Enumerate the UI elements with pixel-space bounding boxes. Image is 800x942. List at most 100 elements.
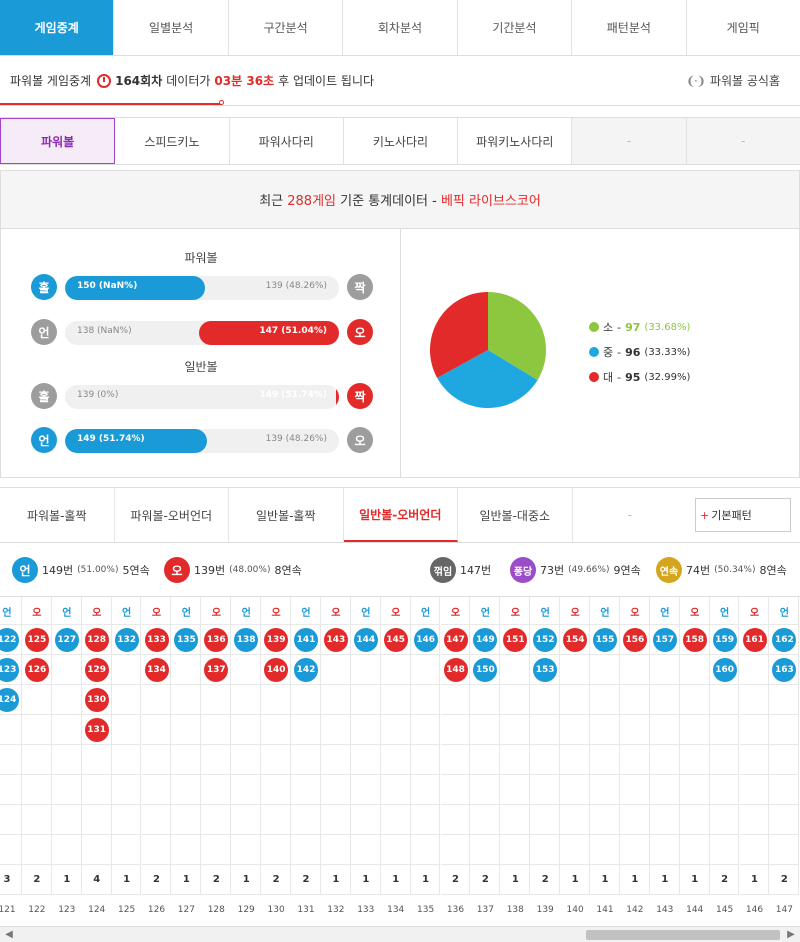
grid-result-ball[interactable]: 129: [84, 658, 109, 682]
tab-game-pick[interactable]: 게임픽: [686, 0, 800, 55]
tab-normal-oddeven[interactable]: 일반볼-홀짝: [229, 488, 344, 542]
grid-result-ball[interactable]: 154: [563, 628, 588, 652]
basic-pattern-button[interactable]: + 기본패턴: [695, 498, 791, 532]
grid-result-ball[interactable]: 135: [174, 628, 199, 652]
grid-cell: [500, 745, 531, 775]
grid-result-ball[interactable]: 125: [24, 628, 49, 652]
grid-result-ball[interactable]: 142: [294, 658, 318, 682]
grid-col-count: 2: [212, 874, 220, 885]
tab-normal-size[interactable]: 일반볼-대중소: [458, 488, 573, 542]
grid-result-ball[interactable]: 145: [383, 628, 408, 652]
pie-slice-medium: [437, 350, 538, 408]
summary-broken: 꺾임 147번: [430, 557, 491, 583]
pattern-tabs: 파워볼-홀짝 파워볼-오버언더 일반볼-홀짝 일반볼-오버언더 일반볼-대중소 …: [0, 487, 800, 543]
grid-result-ball[interactable]: 134: [144, 658, 169, 682]
grid-result-ball[interactable]: 124: [0, 688, 19, 712]
grid-result-ball[interactable]: 140: [264, 658, 289, 682]
tab-keno-ladder[interactable]: 키노사다리: [344, 118, 459, 164]
grid-cell: [320, 805, 351, 835]
scroll-right-icon[interactable]: ▶: [787, 929, 795, 940]
grid-col-round: 143: [656, 905, 674, 915]
tab-powerball-overunder[interactable]: 파워볼-오버언더: [115, 488, 229, 542]
grid-cell: [201, 685, 232, 715]
over-count: 139번: [194, 564, 226, 577]
stats-head-count: 288게임: [287, 194, 336, 209]
tab-daily-analysis[interactable]: 일별분석: [114, 0, 229, 55]
grid-result-ball[interactable]: 152: [533, 628, 558, 652]
grid-result-ball[interactable]: 157: [652, 628, 677, 652]
tab-speedkeno[interactable]: 스피드키노: [115, 118, 230, 164]
grid-result-ball[interactable]: 122: [0, 628, 19, 652]
grid-cell: [291, 775, 321, 805]
official-home-link[interactable]: ❨·❩ 파워볼 공식홈: [686, 72, 780, 89]
grid-result-ball[interactable]: 155: [593, 628, 617, 652]
tab-pattern-analysis[interactable]: 패턴분석: [572, 0, 687, 55]
grid-cell: [410, 775, 441, 805]
grid-result-ball[interactable]: 141: [294, 628, 318, 652]
grid-result-ball[interactable]: 131: [84, 718, 109, 742]
grid-cell: [0, 775, 22, 805]
grid-result-ball[interactable]: 123: [0, 658, 19, 682]
grid-result-ball[interactable]: 139: [264, 628, 289, 652]
tab-powerkeno-ladder[interactable]: 파워키노사다리: [458, 118, 573, 164]
grid-result-ball[interactable]: 132: [114, 628, 139, 652]
grid-cell: [231, 655, 262, 685]
grid-result-ball[interactable]: 126: [24, 658, 49, 682]
grid-result-ball[interactable]: 148: [443, 658, 468, 682]
grid-cell: [380, 625, 411, 655]
grid-cell: [560, 775, 590, 805]
grid-result-ball[interactable]: 146: [413, 628, 438, 652]
stat-bar-fill: [65, 276, 205, 300]
grid-col-head: 언: [660, 608, 670, 619]
grid-col-round: 145: [716, 905, 734, 915]
grid-result-ball[interactable]: 136: [204, 628, 229, 652]
grid-result-ball[interactable]: 128: [84, 628, 109, 652]
grid-result-ball[interactable]: 156: [622, 628, 647, 652]
grid-cell: [141, 625, 172, 655]
grid-result-ball[interactable]: 151: [503, 628, 528, 652]
grid-col-count: 1: [63, 874, 71, 885]
grid-col-count: 2: [780, 874, 788, 885]
grid-cell: [141, 835, 172, 865]
grid-result-ball[interactable]: 161: [742, 628, 767, 652]
scroll-left-icon[interactable]: ◀: [5, 929, 13, 940]
tab-normal-overunder[interactable]: 일반볼-오버언더: [343, 488, 458, 542]
grid-result-ball[interactable]: 143: [323, 628, 348, 652]
grid-result-ball[interactable]: 160: [712, 658, 737, 682]
grid-cell: [81, 835, 112, 865]
grid-result-ball[interactable]: 138: [234, 628, 259, 652]
grid-result-ball[interactable]: 133: [144, 628, 169, 652]
tab-powerball-oddeven[interactable]: 파워볼-홀짝: [0, 488, 115, 542]
grid-cell: [619, 865, 650, 895]
grid-result-ball[interactable]: 144: [353, 628, 378, 652]
tab-power-ladder[interactable]: 파워사다리: [230, 118, 344, 164]
grid-result-ball[interactable]: 162: [772, 628, 797, 652]
stat-left-badge: 홀: [31, 274, 57, 300]
grid-result-ball[interactable]: 163: [772, 658, 797, 682]
grid-cell: [560, 655, 590, 685]
tab-round-analysis[interactable]: 회차분석: [343, 0, 458, 55]
grid-result-ball[interactable]: 149: [473, 628, 498, 652]
tab-period-analysis[interactable]: 기간분석: [457, 0, 573, 55]
tab-powerball[interactable]: 파워볼: [0, 118, 116, 164]
grid-cell: [291, 655, 321, 685]
grid-cell: [709, 775, 740, 805]
tab-game-broadcast[interactable]: 게임중계: [0, 0, 115, 55]
scrollbar-thumb[interactable]: [586, 930, 780, 940]
grid-result-ball[interactable]: 150: [473, 658, 498, 682]
grid-col-round: 123: [58, 905, 76, 915]
grid-result-ball[interactable]: 137: [204, 658, 229, 682]
grid-result-ball[interactable]: 130: [84, 688, 109, 712]
grid-result-ball[interactable]: 153: [533, 658, 558, 682]
grid-result-ball[interactable]: 147: [443, 628, 468, 652]
horizontal-scrollbar[interactable]: ◀ ▶: [0, 926, 800, 942]
grid-col-count: 1: [751, 874, 758, 885]
grid-result-ball[interactable]: 159: [712, 628, 737, 652]
tab-section-analysis[interactable]: 구간분석: [228, 0, 344, 55]
grid-cell: [261, 655, 291, 685]
grid-result-ball[interactable]: 127: [54, 628, 79, 652]
grid-col-head: 오: [211, 608, 221, 619]
grid-cell: [739, 655, 770, 685]
grid-col-head: 오: [331, 608, 341, 619]
grid-result-ball[interactable]: 158: [682, 628, 707, 652]
